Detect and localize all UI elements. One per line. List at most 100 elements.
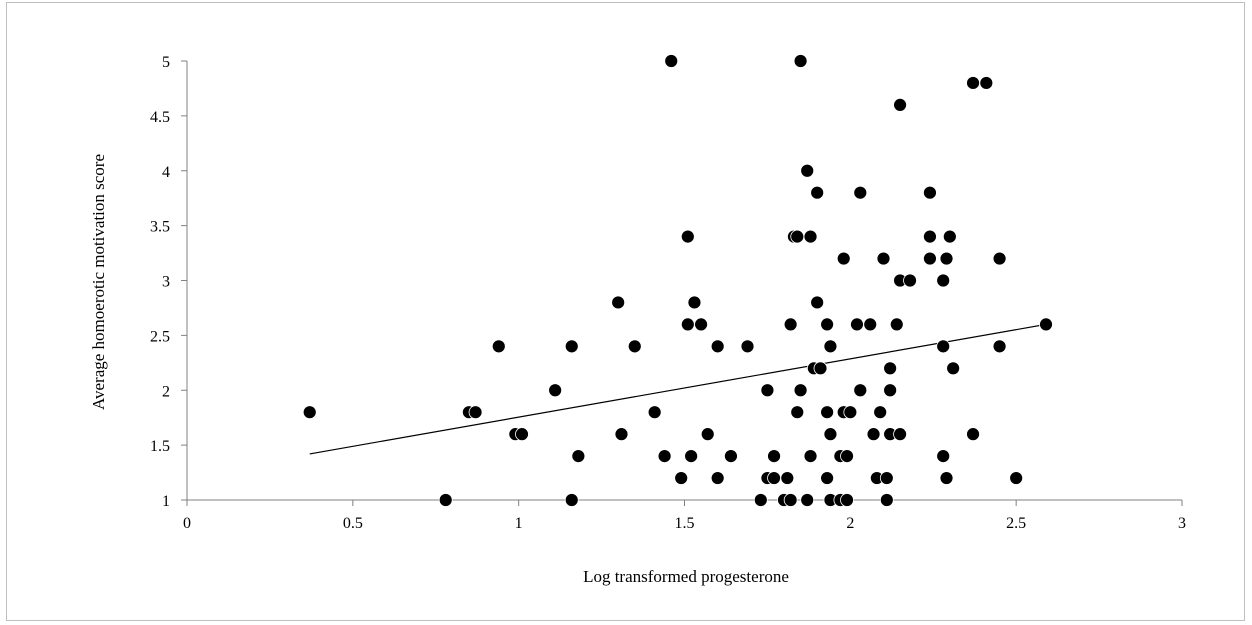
data-point bbox=[936, 273, 951, 288]
data-point bbox=[939, 471, 954, 485]
data-point bbox=[515, 427, 529, 442]
data-point bbox=[1039, 317, 1053, 332]
data-point bbox=[879, 471, 894, 485]
data-point bbox=[936, 339, 951, 354]
y-tick-label: 3.5 bbox=[150, 219, 170, 236]
x-tick-label: 3 bbox=[1178, 515, 1186, 532]
data-point bbox=[627, 339, 642, 354]
data-point bbox=[302, 405, 317, 420]
y-tick-label: 2 bbox=[162, 383, 170, 400]
data-point bbox=[803, 449, 818, 464]
data-point bbox=[850, 317, 864, 332]
y-tick-label: 4 bbox=[162, 164, 170, 181]
data-point bbox=[813, 361, 828, 376]
y-tick-label: 1.5 bbox=[150, 438, 170, 455]
y-tick-label: 1 bbox=[162, 493, 170, 510]
data-point bbox=[687, 295, 702, 310]
data-point bbox=[438, 493, 453, 507]
data-point bbox=[753, 493, 768, 507]
x-axis-title: Log transformed progesterone bbox=[583, 567, 789, 586]
data-point bbox=[853, 383, 868, 398]
data-point bbox=[923, 185, 937, 200]
data-point bbox=[820, 317, 835, 332]
data-point bbox=[548, 383, 563, 398]
trendline-group bbox=[309, 323, 1047, 455]
data-point bbox=[883, 361, 898, 376]
data-point bbox=[680, 317, 695, 332]
data-point bbox=[873, 405, 888, 420]
data-point bbox=[820, 471, 835, 485]
data-point bbox=[893, 98, 907, 112]
data-point bbox=[966, 427, 980, 442]
data-point bbox=[694, 317, 708, 332]
data-point bbox=[810, 185, 825, 200]
data-point bbox=[491, 339, 506, 354]
data-point bbox=[939, 251, 954, 266]
data-point bbox=[767, 471, 781, 485]
data-point bbox=[767, 449, 781, 464]
x-axis: 0 0.5 1 1.5 2 2.5 3 bbox=[183, 499, 1186, 532]
x-tick-label: 2 bbox=[846, 515, 854, 532]
x-tick-label: 0 bbox=[183, 515, 191, 532]
y-tick-label: 5 bbox=[162, 54, 170, 71]
data-point bbox=[820, 405, 835, 420]
data-point bbox=[823, 427, 838, 442]
chart-frame bbox=[6, 2, 1245, 621]
data-point bbox=[783, 493, 798, 507]
data-point bbox=[942, 229, 957, 244]
data-point bbox=[710, 339, 725, 354]
data-point bbox=[468, 405, 483, 420]
data-point bbox=[680, 229, 695, 244]
data-point bbox=[966, 76, 980, 90]
data-point bbox=[863, 317, 878, 332]
x-tick-label: 1 bbox=[515, 515, 523, 532]
data-point bbox=[936, 449, 951, 464]
data-point bbox=[657, 449, 672, 464]
data-point bbox=[793, 383, 808, 398]
trendline bbox=[309, 323, 1047, 455]
data-point bbox=[876, 251, 891, 266]
x-tick-label: 1.5 bbox=[675, 515, 695, 532]
data-point bbox=[710, 471, 725, 485]
data-point bbox=[700, 427, 715, 442]
data-point bbox=[740, 339, 755, 354]
data-point bbox=[923, 229, 937, 244]
data-point bbox=[564, 493, 579, 507]
data-point bbox=[800, 493, 815, 507]
data-point bbox=[800, 163, 815, 178]
data-point bbox=[674, 471, 689, 485]
data-point bbox=[923, 251, 937, 266]
data-point bbox=[647, 405, 662, 420]
data-point bbox=[979, 76, 994, 90]
data-point bbox=[889, 317, 904, 332]
data-point bbox=[866, 427, 881, 442]
data-point bbox=[992, 339, 1007, 354]
data-point bbox=[564, 339, 579, 354]
data-point bbox=[823, 339, 838, 354]
data-point bbox=[879, 493, 894, 507]
data-point bbox=[614, 427, 629, 442]
data-point bbox=[946, 361, 961, 376]
data-point bbox=[836, 251, 851, 266]
y-tick-label: 4.5 bbox=[150, 109, 170, 126]
data-point bbox=[883, 383, 898, 398]
y-axis-title: Average homoerotic motivation score bbox=[89, 154, 108, 410]
data-point bbox=[803, 229, 818, 244]
data-point bbox=[571, 449, 586, 464]
data-point bbox=[843, 405, 858, 420]
x-tick-label: 2.5 bbox=[1006, 515, 1026, 532]
data-point bbox=[810, 295, 825, 310]
data-point bbox=[793, 54, 808, 68]
data-point bbox=[790, 405, 805, 420]
data-point bbox=[684, 449, 699, 464]
data-point bbox=[853, 185, 868, 200]
data-point bbox=[893, 427, 907, 442]
data-point bbox=[992, 251, 1007, 266]
data-point bbox=[840, 449, 854, 464]
data-point bbox=[760, 383, 775, 398]
data-point bbox=[783, 317, 798, 332]
data-point bbox=[611, 295, 626, 310]
y-axis: 1 1.5 2 2.5 3 3.5 4 4.5 5 bbox=[150, 54, 188, 510]
y-tick-label: 2.5 bbox=[150, 328, 170, 345]
